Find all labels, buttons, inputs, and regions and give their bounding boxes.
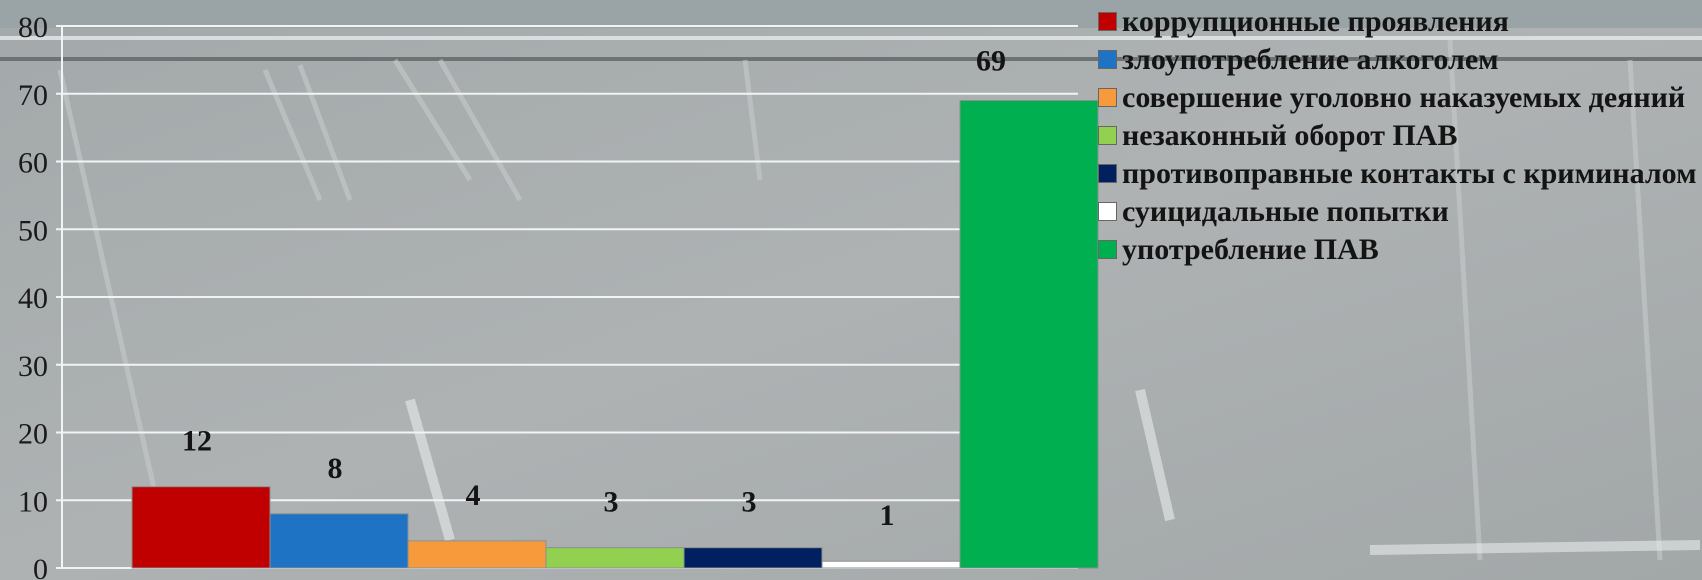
y-tick-label: 70	[18, 79, 48, 112]
legend-swatch-white	[1098, 202, 1117, 221]
bar	[131, 486, 271, 569]
legend-item: противоправные контакты с криминалом	[1092, 156, 1698, 192]
y-tick-label: 10	[18, 485, 48, 518]
legend-label: незаконный оборот ПАВ	[1122, 119, 1458, 152]
y-tick-label: 0	[33, 553, 48, 580]
legend-item: совершение уголовно наказуемых деяний	[1092, 80, 1698, 116]
legend-label: коррупционные проявления	[1122, 5, 1509, 38]
bar	[545, 547, 685, 569]
legend-swatch-navy	[1098, 164, 1117, 183]
y-tick-label: 50	[18, 214, 48, 247]
y-tick-label: 40	[18, 282, 48, 315]
bar	[959, 100, 1099, 569]
data-label: 12	[182, 425, 212, 458]
data-label: 3	[604, 486, 619, 519]
y-tick-label: 20	[18, 418, 48, 451]
y-tick-label: 30	[18, 350, 48, 383]
data-label: 1	[880, 499, 895, 532]
bar	[407, 540, 547, 569]
legend-swatch-blue	[1098, 50, 1117, 69]
legend-item: употребление ПАВ	[1092, 232, 1698, 268]
y-axis-ticks: 0 10 20 30 40 50 60 70 80	[18, 11, 48, 580]
data-label: 69	[976, 45, 1006, 78]
legend-label: противоправные контакты с криминалом	[1122, 157, 1697, 190]
bar	[821, 560, 961, 569]
legend-item: коррупционные проявления	[1092, 4, 1698, 40]
bar	[269, 513, 409, 569]
legend-swatch-green	[1098, 240, 1117, 259]
bars	[131, 100, 1099, 569]
legend-item: злоупотребление алкоголем	[1092, 42, 1698, 78]
legend-label: употребление ПАВ	[1122, 233, 1379, 266]
legend-item: незаконный оборот ПАВ	[1092, 118, 1698, 154]
legend-swatch-orange	[1098, 88, 1117, 107]
y-tick-label: 60	[18, 147, 48, 180]
data-label: 3	[742, 486, 757, 519]
legend-label: суицидальные попытки	[1122, 195, 1449, 228]
legend-label: совершение уголовно наказуемых деяний	[1122, 81, 1686, 114]
legend-swatch-red	[1098, 12, 1117, 31]
legend: коррупционные проявления злоупотребление…	[1092, 4, 1698, 270]
bar	[683, 547, 823, 569]
legend-swatch-light-green	[1098, 126, 1117, 145]
y-tick-label: 80	[18, 11, 48, 44]
data-label: 4	[466, 479, 481, 512]
data-label: 8	[328, 452, 343, 485]
data-labels: 12 8 4 3 3 1 69	[182, 45, 1006, 533]
legend-item: суицидальные попытки	[1092, 194, 1698, 230]
legend-label: злоупотребление алкоголем	[1122, 43, 1499, 76]
